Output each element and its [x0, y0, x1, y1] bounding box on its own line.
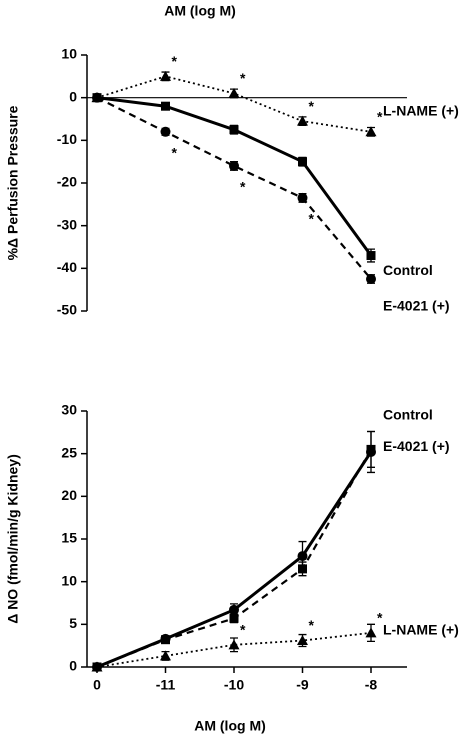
- significance-mark: *: [240, 622, 246, 638]
- marker: [228, 639, 240, 650]
- marker: [91, 661, 103, 672]
- significance-mark: *: [309, 211, 315, 227]
- y-axis-title: Δ NO (fmol/min/g Kidney): [5, 454, 21, 624]
- marker: [160, 126, 171, 137]
- x-tick-label: -8: [365, 677, 378, 693]
- marker: [161, 101, 170, 111]
- y-tick-label: 0: [69, 88, 77, 104]
- marker: [297, 551, 308, 562]
- marker: [228, 87, 240, 98]
- marker: [365, 126, 377, 137]
- marker: [160, 650, 171, 661]
- significance-mark: *: [377, 610, 383, 626]
- series-label: E-4021 (+): [383, 298, 450, 314]
- x-axis-title: AM (log M): [164, 3, 236, 19]
- y-tick-label: 10: [61, 572, 77, 588]
- marker: [366, 274, 376, 284]
- y-tick-label: 20: [61, 487, 77, 503]
- y-axis-title: %Δ Perfusion Pressure: [5, 105, 21, 260]
- significance-mark: *: [309, 617, 315, 633]
- y-tick-label: -20: [57, 174, 77, 190]
- series-line: [96, 631, 372, 668]
- x-tick-label: -9: [296, 677, 309, 693]
- marker: [229, 613, 239, 623]
- marker: [91, 92, 103, 103]
- x-tick-label: -11: [156, 677, 176, 693]
- x-tick-label: -10: [224, 677, 244, 693]
- marker: [297, 192, 308, 203]
- marker: [229, 125, 239, 135]
- series-label: E-4021 (+): [383, 438, 450, 454]
- series-line: [96, 96, 372, 280]
- series-line: [96, 96, 373, 257]
- y-tick-label: 5: [69, 615, 77, 631]
- significance-mark: *: [172, 145, 178, 161]
- marker: [298, 157, 307, 167]
- marker: [366, 444, 376, 454]
- significance-mark: *: [377, 109, 383, 125]
- y-tick-label: -30: [57, 216, 77, 232]
- y-tick-label: -40: [57, 259, 77, 275]
- marker: [161, 635, 170, 645]
- series-line: [96, 448, 372, 669]
- y-tick-label: 10: [61, 46, 77, 62]
- x-axis-title: AM (log M): [194, 718, 266, 734]
- significance-mark: *: [240, 179, 246, 195]
- marker: [365, 627, 377, 638]
- marker: [160, 70, 171, 81]
- series-label: L-NAME (+): [383, 103, 459, 119]
- y-tick-label: 30: [61, 402, 77, 418]
- marker: [297, 115, 308, 126]
- series-label: L-NAME (+): [383, 622, 459, 638]
- marker: [297, 635, 308, 646]
- significance-mark: *: [240, 70, 246, 86]
- series-label: Control: [383, 262, 433, 278]
- series-label: Control: [383, 407, 433, 423]
- y-tick-label: 15: [61, 530, 77, 546]
- y-tick-label: 0: [69, 658, 77, 674]
- marker: [298, 564, 307, 574]
- marker: [366, 251, 376, 261]
- y-tick-label: 25: [61, 444, 77, 460]
- significance-mark: *: [172, 53, 178, 69]
- series-line: [96, 451, 373, 669]
- marker: [229, 604, 239, 615]
- x-tick-label: 0: [93, 677, 101, 693]
- marker: [229, 160, 239, 171]
- y-tick-label: -50: [57, 302, 77, 318]
- y-tick-label: -10: [57, 131, 77, 147]
- significance-mark: *: [309, 98, 315, 114]
